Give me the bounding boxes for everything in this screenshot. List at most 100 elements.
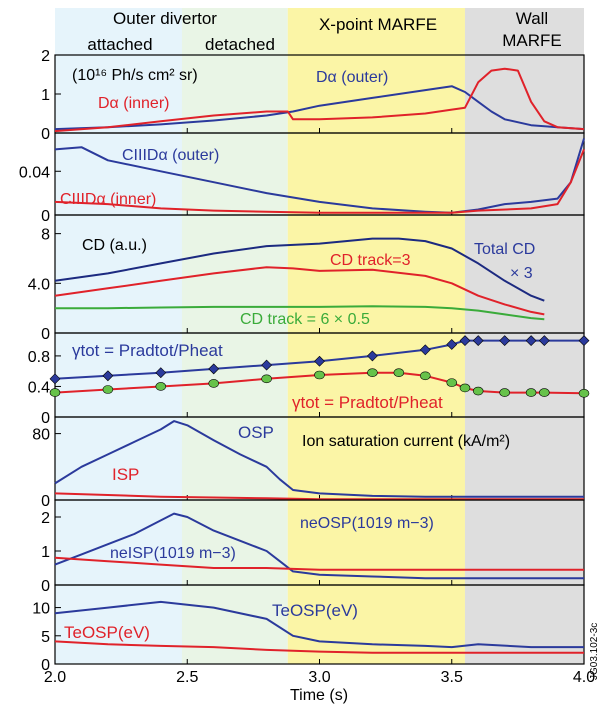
panel-7: 0 5 10 <box>32 584 585 674</box>
y-tick-label: 10 <box>32 601 50 618</box>
series-marker <box>366 350 378 362</box>
series-marker <box>472 335 484 347</box>
panel-2: 00.04 <box>19 132 585 225</box>
series-marker <box>446 339 458 350</box>
y-tick-label: 0 <box>41 578 50 595</box>
series-line-2 <box>54 640 584 654</box>
y-tick-label: 1 <box>41 87 50 104</box>
series-marker <box>459 383 471 393</box>
series-marker <box>155 367 167 379</box>
series-marker <box>261 359 273 371</box>
y-tick-label: 0 <box>41 410 50 427</box>
series-marker <box>102 385 114 394</box>
region-band-attached <box>55 8 182 664</box>
y-tick-label: 0.8 <box>28 349 50 366</box>
panel3-cd-label: CD (a.u.) <box>82 237 147 254</box>
y-tick-label: 4.0 <box>28 276 50 293</box>
x-tick-label: 2.5 <box>176 669 198 686</box>
series-marker <box>102 370 114 382</box>
series-marker <box>314 370 325 380</box>
series-line-3 <box>55 305 545 321</box>
panel6-osp-label: neOSP(1019 m−3) <box>300 515 434 532</box>
y-tick-label: 0 <box>41 493 50 510</box>
panel2-outer-label: CIIIDα (outer) <box>122 147 219 164</box>
series-marker <box>472 386 484 396</box>
panel3-track3-label: CD track=3 <box>330 252 411 269</box>
series-marker <box>208 379 219 388</box>
series-marker <box>419 344 431 356</box>
x-axis-label: Time (s) <box>290 687 348 704</box>
wall-label: Wall <box>516 9 548 28</box>
y-tick-label: 0.4 <box>28 379 50 396</box>
region-band-detached <box>181 8 288 664</box>
series-marker <box>499 335 511 347</box>
region-band-wall <box>464 8 584 664</box>
series-line-1 <box>54 600 584 649</box>
y-tick-label: 0 <box>41 326 50 343</box>
panel-5: 0 80 <box>32 416 585 510</box>
panel4-gamma-top: γtot = Pradtot/Pheat <box>72 341 223 360</box>
series-line-2 <box>54 67 585 133</box>
outer-divertor-label: Outer divertor <box>113 9 217 28</box>
series-line-2 <box>54 149 585 214</box>
series-marker <box>525 388 537 397</box>
panel5-osp-label: OSP <box>238 423 274 442</box>
figure-id-label: JG03.102-3c <box>589 623 600 680</box>
panel5-isp-label: ISP <box>112 465 139 484</box>
series-marker <box>539 388 550 397</box>
x-axis: 2.0 2.5 3.0 3.5 4.0 <box>44 669 595 686</box>
x-tick-label: 3.5 <box>441 669 463 686</box>
region-bands <box>55 8 584 664</box>
y-tick-label: 80 <box>32 427 50 444</box>
xpoint-marfe-label: X-point MARFE <box>319 15 437 34</box>
panel3-total-label: Total CD <box>474 241 535 258</box>
panel6-isp-label: neISP(1019 m−3) <box>110 545 236 562</box>
series-marker <box>393 368 405 378</box>
y-tick-label: 2 <box>41 510 50 527</box>
series-marker <box>578 389 590 398</box>
series-marker <box>419 371 431 381</box>
series-marker <box>538 335 550 347</box>
series-line-1 <box>54 512 584 580</box>
series-marker <box>499 388 510 397</box>
x-tick-label: 2.0 <box>44 669 66 686</box>
panel3-total-label-2: × 3 <box>510 265 533 282</box>
marfe-label: MARFE <box>502 31 562 50</box>
series-line-2 <box>54 266 545 316</box>
series-marker <box>155 382 167 391</box>
panel1-units: (10¹⁶ Ph/s cm² sr) <box>72 67 198 84</box>
y-tick-label: 5 <box>41 629 50 646</box>
detached-label: detached <box>205 35 275 54</box>
panel-4: 0 0.4 0.8 <box>28 332 590 427</box>
y-tick-label: 0 <box>41 208 50 225</box>
x-tick-label: 4.0 <box>573 669 595 686</box>
y-tick-label: 0 <box>41 657 50 674</box>
series-line-1 <box>54 237 545 302</box>
panel7-osp-label: TeOSP(eV) <box>272 601 358 620</box>
series-line-1 <box>54 138 585 214</box>
series-marker <box>367 368 378 378</box>
series-marker <box>578 335 590 347</box>
series-marker <box>261 374 272 384</box>
series-marker <box>314 355 325 367</box>
y-tick-label: 0 <box>41 126 50 143</box>
series-marker <box>525 335 537 347</box>
series-line-2 <box>54 556 584 571</box>
y-tick-label: 2 <box>41 48 50 65</box>
series-marker <box>49 373 61 385</box>
y-tick-label: 1 <box>41 544 50 561</box>
series-marker <box>459 335 471 347</box>
panel7-isp-label: TeOSP(eV) <box>64 623 150 642</box>
panel2-inner-label: CIIIDα (inner) <box>60 191 156 208</box>
panel5-title: Ion saturation current (kA/m²) <box>302 433 510 450</box>
y-tick-label: 0.04 <box>19 164 50 181</box>
y-tick-label: 8 <box>41 227 50 244</box>
panel1-outer-label: Dα (outer) <box>316 69 388 86</box>
series-line-1 <box>54 85 585 131</box>
series-marker <box>446 378 458 387</box>
series-line-2 <box>54 492 584 501</box>
series-line-2 <box>54 371 585 395</box>
panel4-gamma-bottom: γtot = Pradtot/Pheat <box>292 393 443 412</box>
